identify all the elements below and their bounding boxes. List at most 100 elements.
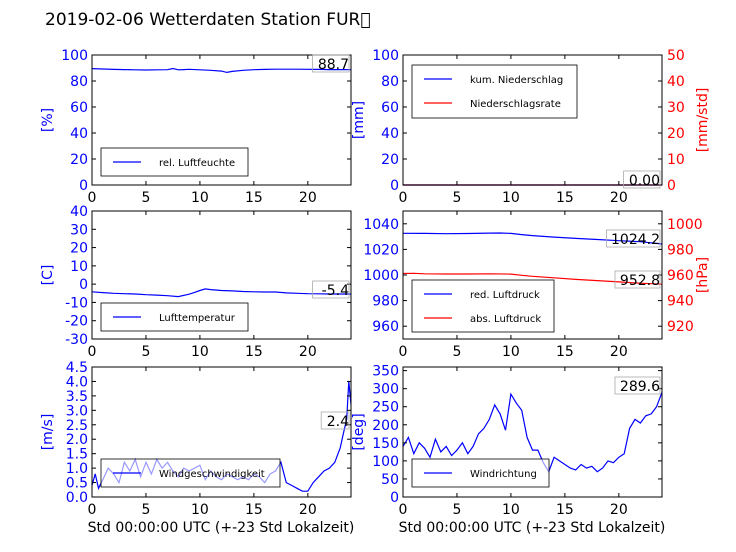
x-tick-label: 15: [245, 502, 263, 518]
x-tick-label: 10: [191, 190, 209, 206]
x-tick-label: 5: [452, 190, 461, 206]
x-axis-label-right: Std 00:00:00 UTC (+-23 Std Lokalzeit): [399, 520, 666, 536]
y2-axis-label: [hPa]: [695, 257, 711, 293]
y-tick-label: 0: [79, 178, 88, 194]
y-tick-label: 10: [70, 259, 88, 275]
x-tick-label: 20: [299, 344, 317, 360]
y-axis-label: [%]: [40, 108, 56, 132]
y2-tick-label: 30: [667, 100, 685, 116]
y-tick-label: 1.0: [66, 461, 88, 477]
y-tick-label: 960: [372, 319, 399, 335]
x-axis-label-left: Std 00:00:00 UTC (+-23 Std Lokalzeit): [88, 520, 355, 536]
y-tick-label: 40: [70, 126, 88, 142]
current-value-abs-pressure-frame: [614, 270, 661, 289]
legend-entry: Lufttemperatur: [159, 313, 236, 324]
y-tick-label: 80: [70, 74, 88, 90]
y2-tick-label: 50: [667, 48, 685, 64]
x-tick-label: 15: [556, 190, 574, 206]
y-axis-label: [deg]: [351, 413, 367, 450]
chart-title: 2019-02-06 Wetterdaten Station FUR : [45, 10, 371, 30]
y2-tick-label: 10: [667, 152, 685, 168]
legend-entry: Niederschlagsrate: [470, 99, 561, 110]
y-tick-label: 4.5: [66, 360, 88, 376]
y2-tick-label: 960: [667, 268, 694, 284]
y-tick-label: 0.0: [66, 490, 88, 506]
y2-tick-label: 40: [667, 74, 685, 90]
x-tick-label: 20: [299, 190, 317, 206]
current-value-windspeed-frame: [320, 411, 350, 430]
y-tick-label: 100: [372, 454, 399, 470]
y2-tick-label: 1000: [667, 217, 703, 233]
x-tick-label: 20: [299, 502, 317, 518]
y-tick-label: 1000: [363, 268, 399, 284]
y-tick-label: 200: [372, 418, 399, 434]
current-value-humidity-frame: [312, 54, 350, 73]
y-tick-label: 40: [70, 204, 88, 220]
current-value-winddir-frame: [614, 376, 661, 395]
y-tick-label: 300: [372, 382, 399, 398]
x-tick-label: 0: [399, 344, 408, 360]
x-tick-label: 20: [610, 502, 628, 518]
legend-entry: abs. Luftdruck: [470, 314, 541, 325]
y-tick-label: 1.5: [66, 447, 88, 463]
current-value-windspeed: 2.4: [327, 414, 349, 430]
current-value-red-pressure-frame: [606, 229, 661, 248]
y-tick-label: 50: [381, 472, 399, 488]
x-tick-label: 15: [245, 190, 263, 206]
legend-entry: kum. Niederschlag: [470, 75, 563, 86]
y-tick-label: 40: [381, 126, 399, 142]
x-tick-label: 20: [610, 190, 628, 206]
y-tick-label: 3.0: [66, 403, 88, 419]
y-tick-label: 30: [70, 222, 88, 238]
current-value-precip-frame: [623, 170, 661, 189]
legend-box-pressure: [411, 279, 555, 333]
x-tick-label: 0: [88, 502, 97, 518]
x-tick-label: 0: [399, 502, 408, 518]
y-tick-label: 20: [70, 152, 88, 168]
y-tick-label: 0.5: [66, 476, 88, 492]
y-tick-label: 2.5: [66, 418, 88, 434]
y-tick-label: 150: [372, 436, 399, 452]
x-tick-label: 0: [399, 190, 408, 206]
legend-box-precip: [411, 64, 578, 119]
plot-frame-temperature: [91, 210, 352, 340]
y-tick-label: 2.0: [66, 432, 88, 448]
y-tick-label: 980: [372, 294, 399, 310]
current-value-winddir: 289.6: [620, 379, 660, 395]
y-tick-label: -20: [65, 314, 88, 330]
current-value-red-pressure: 1024.2: [611, 232, 660, 248]
x-tick-label: 15: [556, 502, 574, 518]
y-tick-label: 20: [381, 152, 399, 168]
y2-tick-label: 920: [667, 319, 694, 335]
y-tick-label: -10: [65, 295, 88, 311]
y-tick-label: -30: [65, 332, 88, 348]
y-tick-label: 60: [381, 100, 399, 116]
x-tick-label: 10: [191, 344, 209, 360]
x-tick-label: 0: [88, 190, 97, 206]
x-tick-label: 15: [245, 344, 263, 360]
plot-frame-humidity: [91, 54, 352, 186]
series-line-humidity-0: [91, 67, 352, 74]
x-tick-label: 5: [141, 190, 150, 206]
x-tick-label: 10: [502, 502, 520, 518]
y-tick-label: 60: [70, 100, 88, 116]
y-tick-label: 3.5: [66, 389, 88, 405]
legend-entry: Windgeschwindigkeit: [159, 469, 265, 480]
plot-frame-winddir: [402, 366, 663, 498]
current-value-temperature-frame: [312, 280, 350, 299]
y-tick-label: 80: [381, 74, 399, 90]
y-tick-label: 250: [372, 400, 399, 416]
plot-frame-windspeed: [91, 366, 352, 498]
series-line-winddir-0: [402, 392, 663, 474]
y-axis-label: [mm]: [351, 101, 367, 139]
y2-tick-label: 980: [667, 242, 694, 258]
legend-entry: red. Luftdruck: [470, 290, 540, 301]
x-tick-label: 20: [610, 344, 628, 360]
x-tick-label: 10: [502, 344, 520, 360]
y-tick-label: 1040: [363, 217, 399, 233]
y-axis-label: [C]: [40, 265, 56, 286]
current-value-temperature: -5.4: [322, 283, 349, 299]
y-tick-label: 100: [372, 48, 399, 64]
y-tick-label: 20: [70, 241, 88, 257]
